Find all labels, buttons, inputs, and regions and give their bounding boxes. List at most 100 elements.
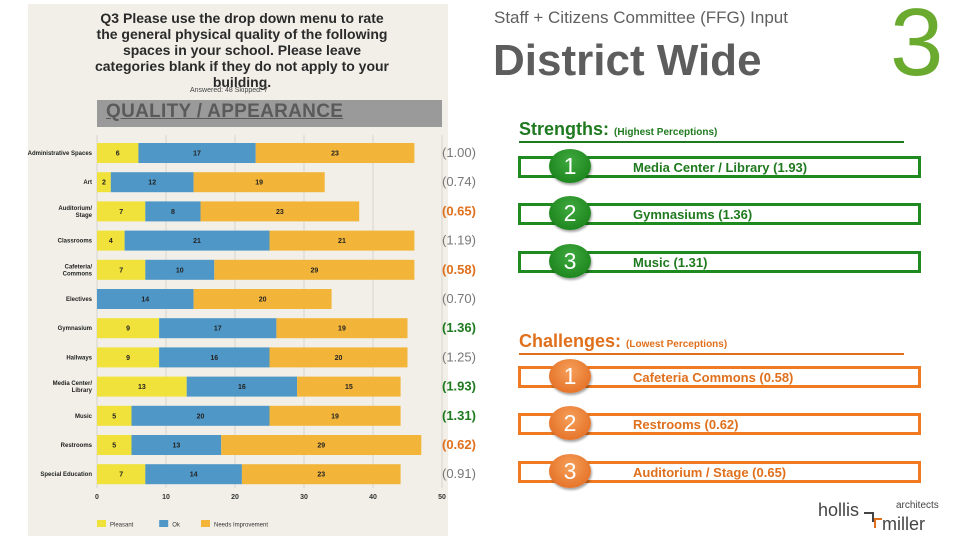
challenges-subheading: (Lowest Perceptions) [626, 339, 728, 350]
strength-item-3: 3 Music (1.31) [518, 244, 921, 278]
bar-value-label: 17 [193, 151, 201, 158]
bar-segment [131, 405, 270, 426]
bar-value-label: 13 [172, 443, 180, 450]
bar-value-label: 23 [331, 151, 339, 158]
bar-segment [97, 405, 132, 426]
bar-value-label: 15 [345, 384, 353, 391]
bar-value-label: 19 [255, 180, 263, 187]
bar-segment [241, 464, 401, 485]
score-label: (0.91) [442, 466, 476, 481]
bar-value-label: 19 [331, 413, 339, 420]
stacked-bar-chart: 0 10 20 30 40 50 Administrative Spaces 6 17 23 (1.… [28, 135, 476, 529]
x-tick-label: 30 [300, 494, 308, 501]
logo-tagline: architects [896, 500, 939, 511]
challenge-label: Restrooms (0.62) [633, 417, 739, 432]
challenge-label: Cafeteria Commons (0.58) [633, 370, 794, 385]
bar-value-label: 7 [119, 472, 123, 479]
category-label: Administrative Spaces [28, 151, 93, 157]
bar-segment [269, 230, 415, 251]
answered-skipped-count: Answered: 48 Skipped: 7 [190, 87, 268, 94]
category-label: Art [83, 180, 92, 186]
page-number: 3 [890, 0, 944, 96]
legend-label: Ok [172, 523, 181, 529]
page-title: District Wide [493, 36, 762, 85]
strength-label: Gymnasiums (1.36) [633, 207, 753, 222]
bar-value-label: 19 [338, 326, 346, 333]
bar-segment [97, 347, 160, 368]
bar-segment [297, 376, 401, 397]
bar-value-label: 10 [176, 267, 184, 274]
bar-segment [214, 259, 415, 280]
bar-segment [159, 347, 270, 368]
bar-value-label: 21 [193, 238, 201, 245]
bar-value-label: 5 [112, 413, 116, 420]
bar-value-label: 9 [126, 355, 130, 362]
legend-label: Needs Improvement [214, 523, 268, 529]
x-tick-label: 10 [162, 494, 170, 501]
score-label: (1.00) [442, 145, 476, 160]
bar-value-label: 14 [141, 297, 149, 304]
bar-segment [97, 376, 187, 397]
category-label: Special Education [40, 472, 92, 478]
category-label: Hallways [66, 355, 92, 361]
bar-value-label: 23 [276, 209, 284, 216]
bar-segment [97, 464, 146, 485]
bar-segment [131, 435, 222, 455]
category-label: Electives [66, 297, 93, 303]
quality-banner-label: QUALITY / APPEARANCE [106, 101, 344, 122]
score-label: (1.19) [442, 233, 476, 248]
bar-segment [124, 230, 270, 251]
legend-label: Pleasant [110, 523, 134, 529]
category-label: Restrooms [61, 443, 93, 449]
bar-segment [97, 172, 111, 193]
bar-value-label: 16 [238, 384, 246, 391]
bar-value-label: 9 [126, 326, 130, 333]
bar-value-label: 7 [119, 209, 123, 216]
strength-label: Media Center / Library (1.93) [633, 160, 808, 175]
bar-segment [145, 259, 215, 280]
bar-segment [97, 143, 139, 163]
bar-segment [255, 143, 415, 163]
score-label: (1.36) [442, 320, 476, 335]
x-tick-label: 50 [438, 494, 446, 501]
bar-segment [145, 464, 242, 485]
x-tick-label: 40 [369, 494, 377, 501]
bar-segment [159, 318, 277, 339]
strength-item-2: 2 Gymnasiums (1.36) [518, 196, 921, 230]
bar-segment [193, 289, 332, 309]
bar-segment [276, 318, 408, 339]
bar-segment [138, 143, 256, 163]
bar-value-label: 29 [317, 443, 325, 450]
bar-value-label: 14 [190, 472, 198, 479]
bar-segment [221, 435, 422, 455]
category-label: Gymnasium [58, 326, 92, 332]
bar-segment [97, 230, 125, 251]
challenge-item-1: 1 Cafeteria Commons (0.58) [518, 359, 921, 393]
logo-bracket-mark-accent [874, 518, 882, 528]
bar-value-label: 20 [197, 413, 205, 420]
logo-name-bottom: miller [882, 514, 925, 534]
bar-segment [269, 405, 401, 426]
bar-value-label: 2 [102, 180, 106, 187]
bar-segment [110, 172, 194, 193]
bar-segment [97, 289, 194, 309]
bar-segment [97, 201, 146, 222]
bar-value-label: 4 [109, 238, 113, 245]
bar-segment [145, 201, 201, 222]
score-label: (0.65) [442, 203, 476, 218]
strength-label: Music (1.31) [633, 255, 708, 270]
rank-badge: 3 [549, 454, 591, 488]
bar-value-label: 23 [317, 472, 325, 479]
strengths-subheading: (Highest Perceptions) [614, 127, 718, 138]
strength-item-1: 1 Media Center / Library (1.93) [518, 149, 921, 183]
bar-value-label: 20 [335, 355, 343, 362]
category-label: Music [75, 414, 93, 420]
category-label: Auditorium/Stage [58, 206, 92, 219]
score-label: (0.62) [442, 437, 476, 452]
page-subtitle: Staff + Citizens Committee (FFG) Input [494, 8, 788, 27]
bar-segment [269, 347, 408, 368]
score-label: (0.70) [442, 291, 476, 306]
rank-badge: 3 [549, 244, 591, 278]
bar-value-label: 21 [338, 238, 346, 245]
logo-name-top: hollis [818, 500, 860, 520]
